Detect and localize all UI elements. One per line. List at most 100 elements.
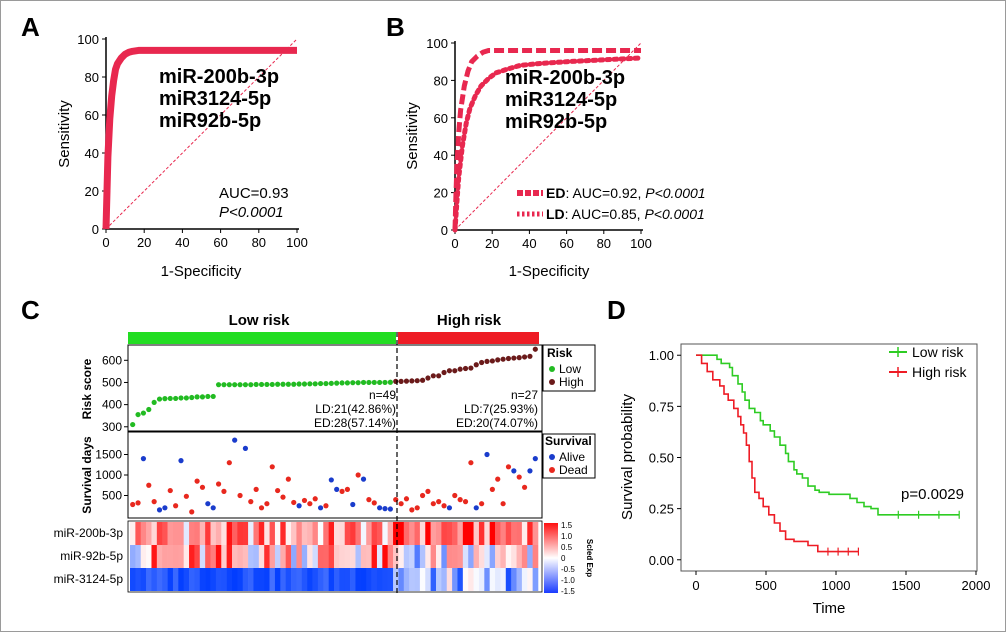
y-tick-label: 100 [77,32,99,47]
survival-point [409,507,415,513]
survival-point [140,456,147,462]
risk-point [328,380,334,386]
y-tick-label: 40 [434,148,448,163]
heatmap-cell [360,522,367,545]
survival-legend-dead-dot [549,467,555,473]
heatmap-cell [478,568,485,591]
roc-curve-ld [452,55,644,233]
heatmap-cell [146,545,152,568]
heatmap-cell [162,568,168,591]
km-legend-high: High risk [912,364,967,380]
risk-point [167,395,173,402]
heatmap-row-label-1: miR-200b-3p [54,526,124,540]
survival-point [350,501,356,508]
km-x-tick-label: 500 [755,578,777,593]
heatmap-cell [248,522,254,545]
heatmap-cell [135,522,142,545]
heatmap-cell [489,545,496,568]
risk-point [403,378,410,384]
risk-point [242,382,249,388]
risk-point [296,381,302,387]
panel-a: A 0 20 40 60 80 100 0 20 40 60 80 100 1-Specificity… [21,12,308,280]
heatmap-cell [409,545,415,568]
heatmap-cell [366,545,372,568]
heatmap-cell [323,568,329,591]
heatmap-cell [237,568,244,591]
km-y-tick-label: 0.25 [649,502,674,517]
km-curve-1 [696,354,859,553]
survival-legend-alive: Alive [559,450,585,464]
heatmap-cell [473,568,480,591]
heatmap-cell [382,568,388,591]
heatmap-cell [269,522,276,545]
heatmap-cell [521,522,528,545]
heatmap-cell [425,545,431,568]
survival-y-tick-label: 1000 [95,468,122,482]
survival-point [532,456,538,462]
heatmap-cell [532,568,539,591]
heatmap-cell [511,545,517,568]
risk-legend-low-dot [549,366,555,372]
x-axis-title-a: 1-Specificity [161,263,242,280]
heatmap-cell [221,545,227,568]
heatmap-cell [452,545,458,568]
risk-point [226,382,232,388]
survival-point [473,505,479,511]
heatmap-cell [478,545,485,568]
risk-point [140,410,147,416]
survival-y-tick-label: 500 [102,489,122,503]
heatmap-cell [457,568,464,591]
survival-point [317,505,324,511]
legend-name-ld: LD [546,206,565,222]
colorbar-tick-label: 0.5 [561,543,573,552]
low-stats-ld: LD:21(42.86%) [315,402,396,416]
survival-point [301,497,308,504]
y-tick-label: 60 [85,108,99,123]
heatmap-cell [441,545,448,568]
heatmap-cell [387,545,394,568]
heatmap-cell [226,545,233,568]
heatmap-cell [334,545,340,568]
heatmap-cell [156,568,163,591]
colorbar-tick-label: -1.0 [561,576,575,585]
survival-point [275,487,281,494]
heatmap-cell [301,568,308,591]
heatmap-cell [387,522,394,545]
risk-point [377,379,383,386]
risk-point [258,381,265,388]
risk-point [350,380,356,386]
heatmap-cell [205,568,211,591]
heatmap-cell [366,568,372,591]
survival-point [183,493,189,499]
heatmap-cell [248,545,254,568]
heatmap-cell [500,568,507,591]
km-y-tick-label: 1.00 [649,348,674,363]
heatmap-cell [468,545,474,568]
y-tick-label: 60 [434,111,448,126]
heatmap-cell [232,522,238,545]
survival-point [285,476,291,482]
heatmap-cell [516,522,523,545]
risk-point [291,381,297,387]
heatmap-cell [280,545,286,568]
heatmap-row-label-2: miR-92b-5p [60,549,123,563]
heatmap-cell [473,545,480,568]
heatmap-cell [500,545,507,568]
risk-score-plot: 300 400 500 600 [102,346,538,434]
x-tick-label: 80 [252,235,266,250]
heatmap-cell [317,568,324,591]
mir-label-a-3: miR92b-5p [159,110,261,132]
survival-point [387,506,393,512]
km-curve-0 [696,354,960,516]
heatmap-cell [151,568,158,591]
panel-label-a: A [21,12,40,42]
p-value-label-a: P<0.0001 [219,204,284,221]
risk-point [339,380,345,386]
heatmap-cell [183,522,190,545]
heatmap-cell [505,545,512,568]
panel-label-b: B [386,12,405,42]
x-axis-title-b: 1-Specificity [509,263,590,280]
panel-d: D 0 500 1000 1500 2000 0.00 0.25 0.50 0.75 1.00 T… [607,295,990,617]
heatmap-cell [301,545,308,568]
heatmap-cell [317,545,324,568]
